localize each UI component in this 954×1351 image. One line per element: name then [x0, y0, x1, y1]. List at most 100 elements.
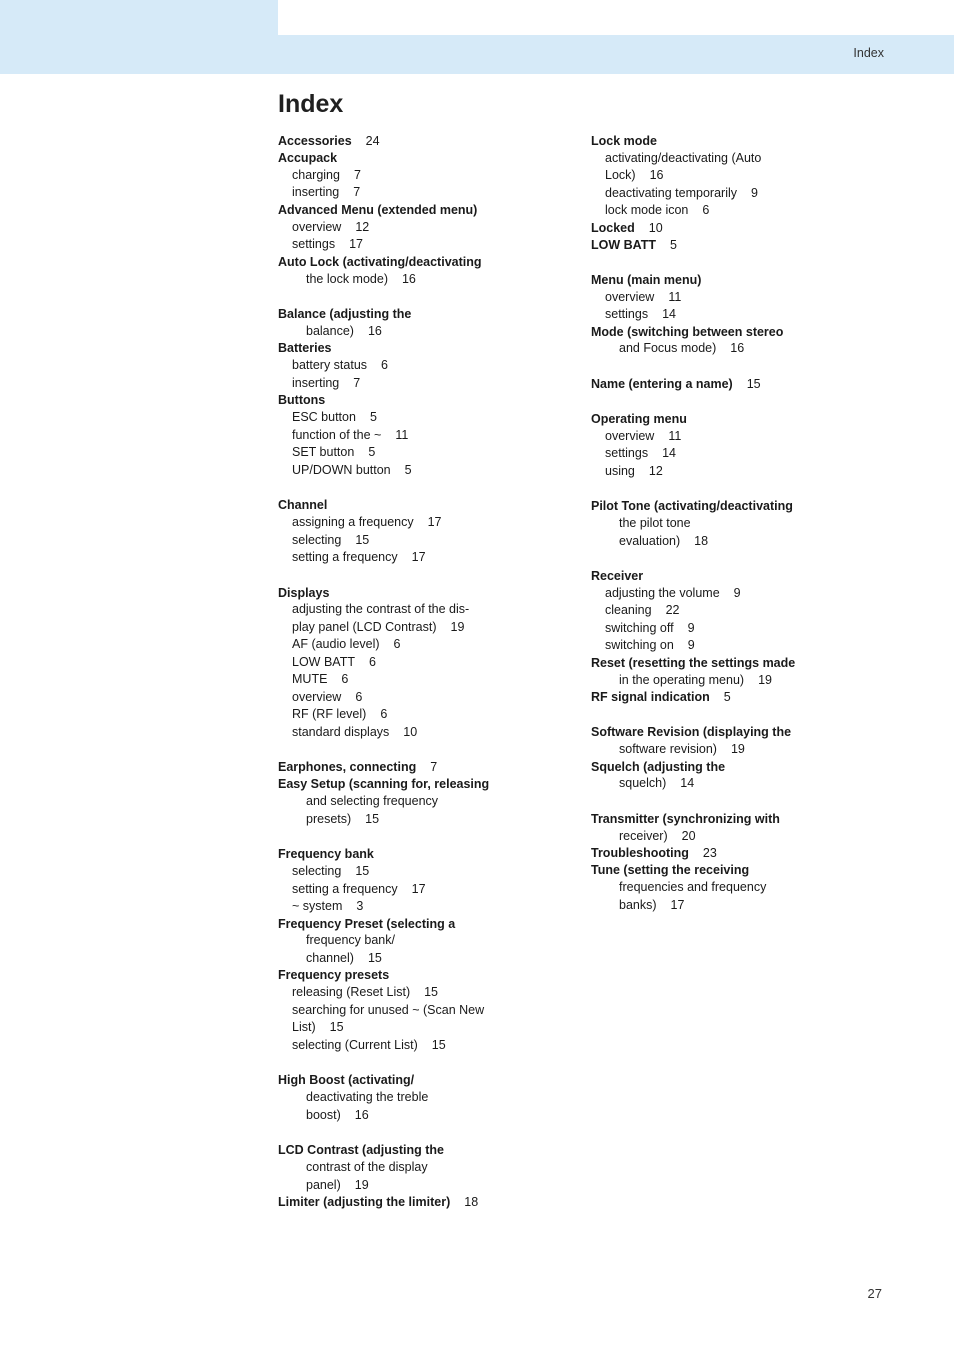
- index-entry-page: 7: [353, 375, 360, 393]
- index-entry: Auto Lock (activating/deactivating: [278, 254, 573, 271]
- index-entry-text: function of the ~: [292, 428, 381, 442]
- index-entry-page: 16: [730, 340, 744, 358]
- index-entry: Earphones, connecting7: [278, 759, 573, 776]
- index-entry-text: Operating menu: [591, 412, 687, 426]
- index-entry-page: 5: [670, 237, 677, 254]
- index-entry: in the operating menu)19: [591, 672, 886, 690]
- index-entry: Frequency presets: [278, 967, 573, 984]
- index-entry: boost)16: [278, 1107, 573, 1125]
- index-entry-text: Frequency Preset (selecting a: [278, 917, 455, 931]
- index-entry-page: 15: [355, 863, 369, 881]
- index-entry-page: 6: [380, 706, 387, 724]
- index-entry: Reset (resetting the settings made: [591, 655, 886, 672]
- index-block: High Boost (activating/deactivating the …: [278, 1072, 573, 1124]
- index-entry-page: 6: [702, 202, 709, 220]
- index-entry: the lock mode)16: [278, 271, 573, 289]
- index-entry-page: 10: [403, 724, 417, 742]
- index-entry: Batteries: [278, 340, 573, 357]
- index-entry-page: 7: [430, 759, 437, 776]
- index-entry-text: inserting: [292, 185, 339, 199]
- index-entry-text: setting a frequency: [292, 882, 398, 896]
- index-entry-text: deactivating temporarily: [605, 186, 737, 200]
- index-entry: switching off9: [591, 620, 886, 638]
- index-entry-text: selecting: [292, 864, 341, 878]
- index-entry-page: 6: [355, 689, 362, 707]
- index-entry-text: AF (audio level): [292, 637, 380, 651]
- page-title: Index: [278, 90, 886, 119]
- index-entry-page: 9: [734, 585, 741, 603]
- index-block: Accessories24Accupackcharging7inserting7…: [278, 133, 573, 288]
- index-entry-page: 9: [751, 185, 758, 203]
- index-entry-text: deactivating the treble: [306, 1090, 428, 1104]
- index-entry-page: 15: [432, 1037, 446, 1055]
- index-entry: panel)19: [278, 1177, 573, 1195]
- index-entry: Easy Setup (scanning for, releasing: [278, 776, 573, 793]
- index-entry: LOW BATT5: [591, 237, 886, 254]
- index-entry: Accupack: [278, 150, 573, 167]
- index-entry-page: 6: [394, 636, 401, 654]
- index-entry-text: Auto Lock (activating/deactivating: [278, 255, 482, 269]
- index-entry: Operating menu: [591, 411, 886, 428]
- index-entry-text: RF signal indication: [591, 690, 710, 704]
- index-entry: RF signal indication 5: [591, 689, 886, 706]
- index-entry: Mode (switching between stereo: [591, 324, 886, 341]
- index-entry: Software Revision (displaying the: [591, 724, 886, 741]
- index-entry-text: inserting: [292, 376, 339, 390]
- index-entry: Frequency bank: [278, 846, 573, 863]
- index-entry-page: 5: [724, 689, 731, 706]
- index-entry: the pilot tone: [591, 515, 886, 533]
- index-entry: selecting (Current List) 15: [278, 1037, 573, 1055]
- index-entry-text: contrast of the display: [306, 1160, 428, 1174]
- index-entry: overview11: [591, 289, 886, 307]
- index-entry-text: List): [292, 1020, 316, 1034]
- index-entry: setting a frequency17: [278, 881, 573, 899]
- index-entry-text: switching on: [605, 638, 674, 652]
- index-entry: UP/DOWN button5: [278, 462, 573, 480]
- index-entry-text: Accupack: [278, 151, 337, 165]
- index-column-left: Accessories24Accupackcharging7inserting7…: [278, 133, 573, 1229]
- index-entry-text: adjusting the volume: [605, 586, 720, 600]
- index-entry: charging7: [278, 167, 573, 185]
- index-entry-text: Lock): [605, 168, 636, 182]
- index-entry-text: Frequency presets: [278, 968, 389, 982]
- index-entry-text: Squelch (adjusting the: [591, 760, 725, 774]
- page-number: 27: [868, 1286, 882, 1301]
- index-entry-text: using: [605, 464, 635, 478]
- index-entry-text: and selecting frequency: [306, 794, 438, 808]
- index-entry: Buttons: [278, 392, 573, 409]
- index-entry-text: Channel: [278, 498, 327, 512]
- index-entry-text: charging: [292, 168, 340, 182]
- index-entry-text: releasing (Reset List): [292, 985, 410, 999]
- index-entry-text: overview: [605, 429, 654, 443]
- index-entry-page: 15: [365, 811, 379, 829]
- index-entry-text: settings: [292, 237, 335, 251]
- index-entry: releasing (Reset List)15: [278, 984, 573, 1002]
- index-entry-page: 18: [464, 1194, 478, 1211]
- index-entry-page: 19: [355, 1177, 369, 1195]
- index-entry-text: Advanced Menu (extended menu): [278, 203, 477, 217]
- index-entry-text: Accessories: [278, 134, 352, 148]
- index-entry: High Boost (activating/: [278, 1072, 573, 1089]
- index-entry-text: the pilot tone: [619, 516, 691, 530]
- index-entry: banks)17: [591, 897, 886, 915]
- index-entry-text: selecting (Current List): [292, 1038, 418, 1052]
- index-entry-text: settings: [605, 446, 648, 460]
- index-entry: standard displays10: [278, 724, 573, 742]
- index-entry-text: channel): [306, 951, 354, 965]
- index-entry-page: 5: [405, 462, 412, 480]
- index-entry-page: 23: [703, 845, 717, 862]
- index-entry-text: overview: [292, 690, 341, 704]
- index-entry: balance)16: [278, 323, 573, 341]
- index-entry: settings14: [591, 445, 886, 463]
- index-entry: switching on9: [591, 637, 886, 655]
- index-entry: overview 6: [278, 689, 573, 707]
- index-entry: Squelch (adjusting the: [591, 759, 886, 776]
- index-entry: evaluation)18: [591, 533, 886, 551]
- index-entry: overview12: [278, 219, 573, 237]
- index-entry-page: 6: [369, 654, 376, 672]
- index-entry: Name (entering a name)15: [591, 376, 886, 393]
- index-entry-text: Balance (adjusting the: [278, 307, 411, 321]
- index-entry-text: ESC button: [292, 410, 356, 424]
- index-entry-text: and Focus mode): [619, 341, 716, 355]
- index-entry: receiver)20: [591, 828, 886, 846]
